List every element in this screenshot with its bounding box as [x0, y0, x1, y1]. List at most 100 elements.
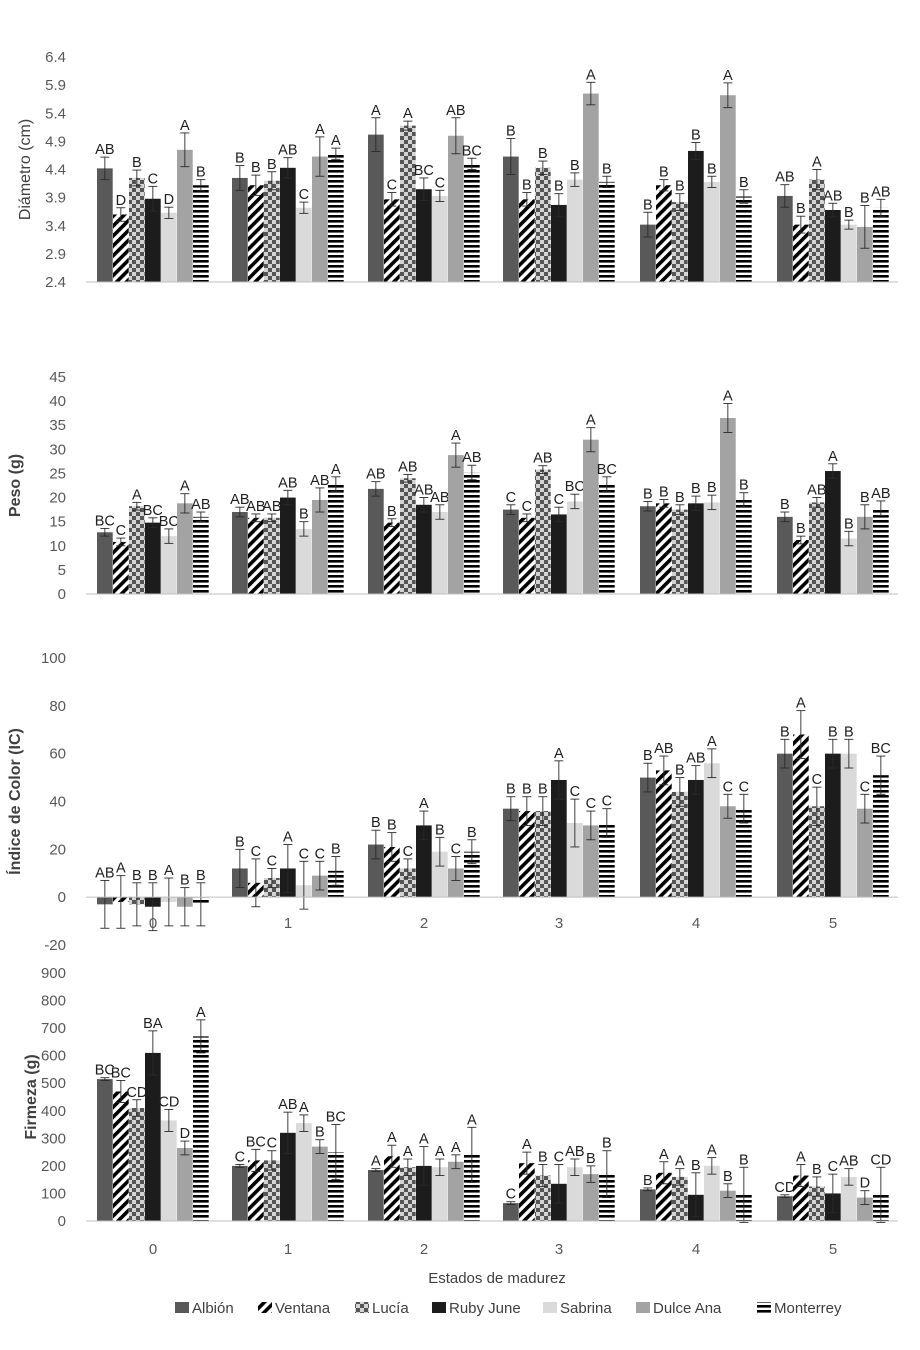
significance-letter: AB — [278, 1097, 297, 1113]
significance-letter: A — [331, 462, 341, 478]
significance-letter: AB — [414, 483, 433, 499]
bar-albion-stage-3 — [503, 156, 519, 282]
bar-lucia-stage-5 — [809, 179, 825, 282]
bar-lucia-stage-4 — [672, 1176, 688, 1221]
bar-sabrina-stage-3 — [567, 1167, 583, 1221]
significance-letter: C — [554, 1150, 564, 1166]
y-tick-label: 3.4 — [45, 218, 66, 235]
significance-letter: B — [796, 521, 806, 537]
significance-letter: A — [371, 1154, 381, 1170]
bar-monterrey-stage-2 — [464, 851, 480, 898]
significance-letter: B — [538, 146, 548, 162]
bar-lucia-stage-2 — [400, 125, 416, 282]
x-category-label: 3 — [555, 915, 563, 932]
significance-letter: A — [419, 1132, 429, 1148]
bar-monterrey-stage-3 — [599, 484, 615, 594]
y-tick-label: 20 — [49, 490, 66, 507]
significance-letter: B — [554, 179, 564, 195]
significance-letter: A — [451, 1140, 461, 1156]
significance-letter: AB — [446, 103, 465, 119]
significance-letter: B — [844, 724, 854, 740]
y-tick-label: 4.9 — [45, 133, 66, 150]
significance-letter: C — [828, 1159, 838, 1175]
significance-letter: C — [570, 784, 580, 800]
bar-ruby-june-stage-5 — [825, 471, 841, 594]
bar-ventana-stage-1 — [248, 185, 264, 282]
y-tick-label: 5.9 — [45, 77, 66, 94]
bar-ventana-stage-3 — [519, 1163, 535, 1221]
x-category-label: 2 — [420, 1241, 428, 1258]
bar-ruby-june-stage-2 — [416, 825, 432, 898]
significance-letter: C — [235, 1150, 245, 1166]
significance-letter: B — [331, 842, 341, 858]
significance-letter: C — [403, 844, 413, 860]
significance-letter: B — [196, 868, 206, 884]
bar-sabrina-stage-5 — [841, 753, 857, 898]
significance-letter: CD — [774, 1180, 795, 1196]
bar-sabrina-stage-2 — [432, 851, 448, 898]
significance-letter: A — [315, 122, 325, 138]
bar-ventana-stage-4 — [656, 1172, 672, 1221]
significance-letter: AB — [95, 142, 114, 158]
significance-letter: A — [132, 487, 142, 503]
significance-letter: B — [675, 179, 685, 195]
bar-monterrey-stage-0 — [193, 516, 209, 594]
bar-lucia-stage-4 — [672, 791, 688, 898]
bar-ruby-june-stage-1 — [280, 497, 296, 594]
bar-dulce-ana-stage-2 — [448, 135, 464, 282]
bar-lucia-stage-2 — [400, 1167, 416, 1221]
bar-albion-stage-5 — [777, 516, 793, 594]
significance-letter: B — [780, 497, 790, 513]
bar-ventana-stage-5 — [793, 734, 809, 898]
significance-letter: A — [196, 1005, 206, 1021]
significance-letter: A — [796, 696, 806, 712]
significance-letter: B — [522, 178, 532, 194]
significance-letter: B — [235, 151, 245, 167]
significance-letter: A — [659, 1147, 669, 1163]
bar-monterrey-stage-3 — [599, 181, 615, 282]
bar-lucia-stage-0 — [129, 177, 145, 282]
bar-ruby-june-stage-2 — [416, 504, 432, 594]
significance-letter: BC — [326, 1110, 346, 1126]
bar-ruby-june-stage-4 — [688, 503, 704, 594]
bar-lucia-stage-1 — [264, 1160, 280, 1221]
bar-monterrey-stage-2 — [464, 163, 480, 282]
bar-monterrey-stage-5 — [873, 775, 889, 898]
bar-lucia-stage-4 — [672, 509, 688, 594]
bar-dulce-ana-stage-3 — [583, 93, 599, 282]
bar-ventana-stage-4 — [656, 185, 672, 282]
significance-letter: AB — [654, 741, 673, 757]
significance-letter: D — [180, 1126, 190, 1142]
bar-monterrey-stage-1 — [328, 484, 344, 594]
bar-albion-stage-0 — [97, 168, 113, 282]
significance-letter: B — [235, 834, 245, 850]
significance-letter: AB — [262, 499, 281, 515]
y-axis-title: Diámetro (cm) — [17, 119, 34, 220]
bar-sabrina-stage-4 — [704, 1165, 720, 1221]
bar-albion-stage-3 — [503, 509, 519, 594]
significance-letter: C — [299, 187, 309, 203]
significance-letter: A — [403, 1144, 413, 1160]
bar-ruby-june-stage-2 — [416, 1165, 432, 1221]
legend-swatch-ventana — [258, 1302, 272, 1313]
x-category-label: 4 — [692, 1241, 700, 1258]
significance-letter: BC — [414, 163, 434, 179]
significance-letter: B — [780, 724, 790, 740]
significance-letter: B — [522, 782, 532, 798]
bar-lucia-stage-1 — [264, 517, 280, 594]
significance-letter: B — [707, 480, 717, 496]
significance-letter: BC — [111, 1065, 131, 1081]
y-tick-label: 2.4 — [45, 274, 66, 291]
significance-letter: A — [387, 1130, 397, 1146]
significance-letter: A — [522, 1137, 532, 1153]
significance-letter: B — [739, 175, 749, 191]
significance-letter: C — [586, 796, 596, 812]
significance-letter: AB — [462, 450, 481, 466]
significance-letter: AB — [871, 184, 890, 200]
significance-letter: A — [707, 1143, 717, 1159]
y-tick-label: 5 — [58, 562, 66, 579]
y-tick-label: 0 — [58, 1213, 66, 1230]
charts-layer: 2.4 2.9 3.4 3.9 4.4 4.9 5.4 5.9 6.4 Diámetro (cm)… — [5, 49, 898, 1287]
legend-swatch-sabrina — [543, 1302, 557, 1313]
bar-albion-stage-3 — [503, 1203, 519, 1221]
